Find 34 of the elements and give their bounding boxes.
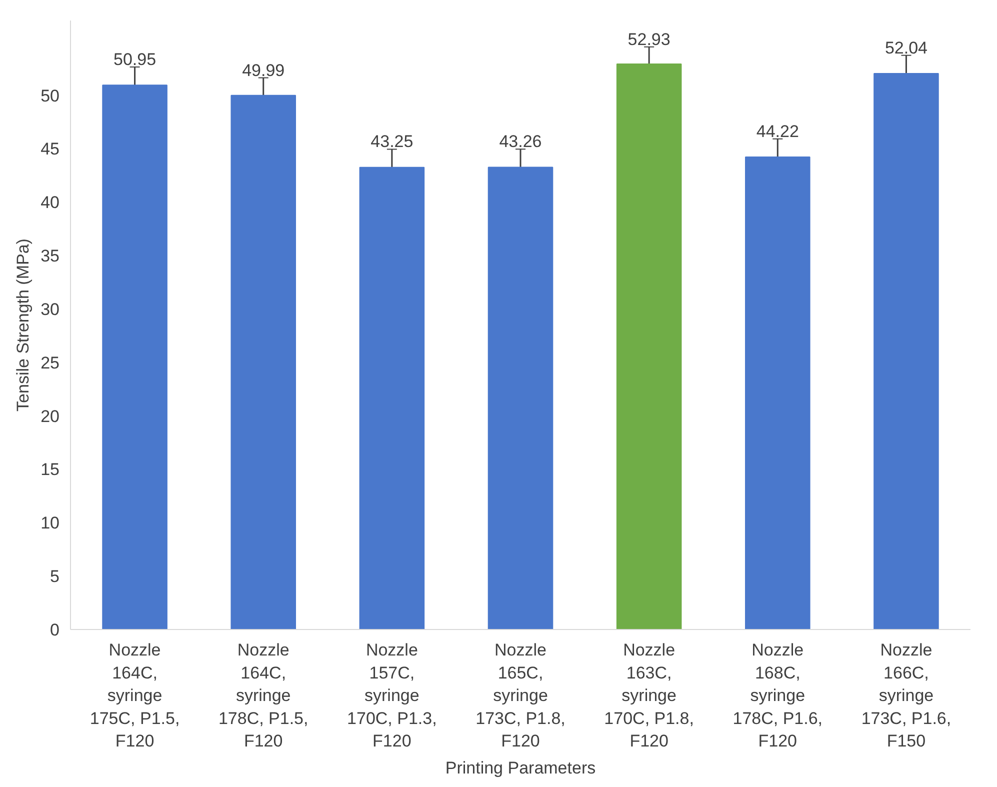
- bar: [230, 94, 296, 630]
- data-label: 50.95: [114, 50, 156, 69]
- y-tick-label: 15: [40, 460, 60, 480]
- x-tick-label: Nozzle 163C, syringe 170C, P1.8, F120: [604, 640, 694, 751]
- bar: [616, 63, 682, 630]
- y-axis-title: Tensile Strength (MPa): [14, 238, 33, 412]
- y-tick-label: 30: [40, 300, 60, 319]
- y-tick-label: 5: [50, 567, 60, 586]
- y-tick-label: 25: [40, 353, 60, 372]
- y-tick-label: 45: [40, 140, 60, 159]
- y-tick-label: 35: [40, 246, 60, 266]
- x-tick-label: Nozzle 165C, syringe 173C, P1.8, F120: [476, 640, 566, 751]
- data-label: 49.99: [242, 60, 285, 80]
- data-label: 52.04: [884, 38, 928, 58]
- data-label: 43.25: [370, 132, 414, 152]
- data-label: 43.26: [499, 132, 542, 152]
- x-tick-label: Nozzle 164C, syringe 178C, P1.5, F120: [218, 640, 308, 751]
- bar: [745, 156, 810, 630]
- bar: [874, 72, 939, 630]
- y-tick-label: 20: [40, 406, 60, 426]
- x-tick-label: Nozzle 166C, syringe 173C, P1.6, F150: [861, 640, 952, 751]
- bar: [359, 166, 425, 630]
- y-tick-label: 10: [40, 514, 60, 533]
- data-label: 44.22: [756, 122, 799, 141]
- bar: [488, 166, 554, 630]
- x-axis-title: Printing Parameters: [445, 758, 596, 778]
- x-tick-label: Nozzle 157C, syringe 170C, P1.3, F120: [347, 640, 437, 751]
- x-tick-label: Nozzle 168C, syringe 178C, P1.6, F120: [732, 640, 823, 751]
- bar: [102, 84, 168, 630]
- data-label: 52.93: [628, 30, 670, 49]
- x-tick-label: Nozzle 164C, syringe 175C, P1.5, F120: [90, 640, 180, 751]
- y-tick-label: 0: [50, 620, 60, 640]
- y-tick-label: 40: [40, 193, 60, 212]
- y-tick-label: 50: [40, 86, 60, 106]
